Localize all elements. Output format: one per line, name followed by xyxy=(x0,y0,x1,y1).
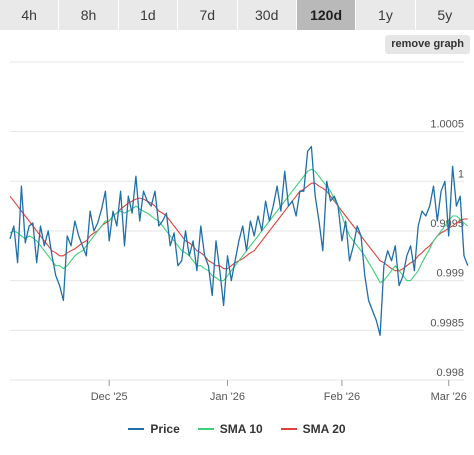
legend-swatch-sma10 xyxy=(197,428,214,430)
legend-item-sma20[interactable]: SMA 20 xyxy=(280,420,346,438)
tab-1y[interactable]: 1y xyxy=(356,0,416,30)
tab-5y[interactable]: 5y xyxy=(437,7,453,23)
x-tick-label: Feb '26 xyxy=(324,391,360,403)
tab-30d[interactable]: 30d xyxy=(238,0,297,30)
series-line-sma20 xyxy=(9,182,468,272)
y-tick-label: 0.998 xyxy=(436,367,464,379)
legend-item-price[interactable]: Price xyxy=(128,420,180,438)
timeframe-tabs: 4h 8h 1d 7d 30d 120d 1y 5y xyxy=(0,0,474,30)
tab-8h[interactable]: 8h xyxy=(59,0,119,30)
tab-120d[interactable]: 120d xyxy=(296,0,357,30)
y-tick-label: 0.999 xyxy=(436,268,464,280)
series-line-sma10 xyxy=(9,168,469,284)
tab-7d[interactable]: 7d xyxy=(178,0,238,30)
legend-item-sma10[interactable]: SMA 10 xyxy=(197,420,263,438)
remove-graph-button[interactable]: remove graph xyxy=(385,35,470,54)
x-tick-label: Dec '25 xyxy=(91,391,128,403)
legend-swatch-sma20 xyxy=(280,428,297,430)
series-line-price xyxy=(9,145,469,336)
tab-1d[interactable]: 1d xyxy=(119,0,179,30)
y-tick-label: 0.9985 xyxy=(430,317,464,329)
x-tick-label: Jan '26 xyxy=(210,391,245,403)
chart-legend: Price SMA 10 SMA 20 xyxy=(0,420,474,438)
x-tick-label: Mar '26 xyxy=(431,391,467,403)
legend-label-price: Price xyxy=(150,422,180,436)
y-tick-label: 1.0005 xyxy=(430,119,464,131)
legend-label-sma20: SMA 20 xyxy=(302,422,346,436)
legend-label-sma10: SMA 10 xyxy=(219,422,263,436)
tab-4h[interactable]: 4h xyxy=(0,0,60,30)
y-tick-label: 0.9995 xyxy=(430,218,464,230)
y-tick-label: 1 xyxy=(458,168,464,180)
legend-swatch-price xyxy=(128,428,145,430)
